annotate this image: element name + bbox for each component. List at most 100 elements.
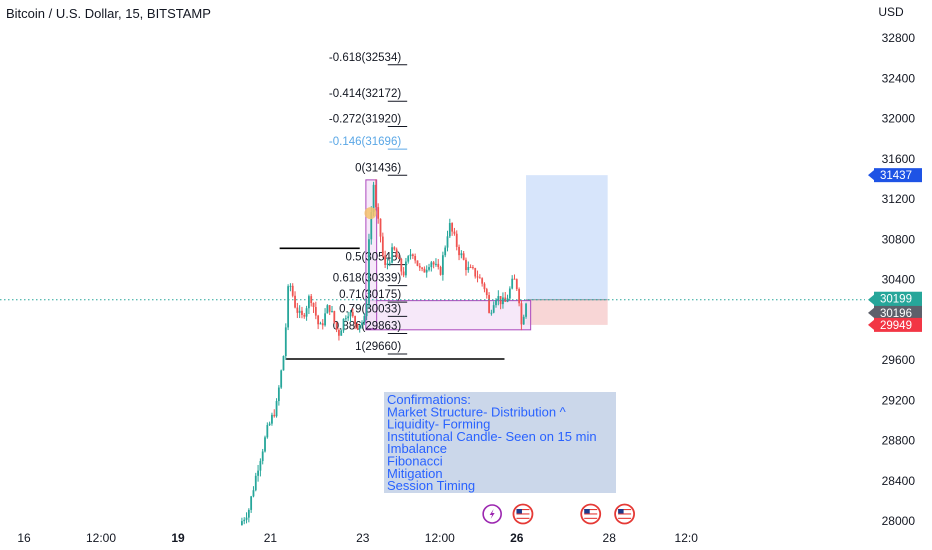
ask-price-badge-text: 30196: [880, 308, 912, 320]
candle-body: [321, 323, 324, 326]
us-flag-icon[interactable]: [512, 503, 534, 525]
candle-body: [490, 312, 493, 314]
ask-price-badge: [874, 305, 922, 320]
candle-body: [351, 312, 354, 317]
candle-body: [402, 271, 405, 276]
y-tick-label: 32400: [882, 71, 916, 85]
candle-body: [347, 316, 350, 319]
candle-body: [414, 256, 417, 261]
candle-body: [372, 184, 375, 213]
fib-level-label: -0.272(31920): [329, 114, 401, 126]
candle-body: [261, 451, 264, 462]
us-flag-stripe: [584, 513, 598, 515]
candle-body: [446, 236, 449, 248]
candle-body: [465, 259, 467, 271]
candle-body: [301, 310, 303, 315]
candle-body: [277, 387, 280, 402]
x-tick-label: 12:0: [675, 531, 699, 545]
candle-body: [437, 263, 440, 268]
candle-body: [374, 184, 377, 208]
ask-price-badge-pointer: [868, 307, 874, 318]
candle-body: [289, 285, 292, 287]
us-flag-icon[interactable]: [614, 503, 635, 525]
y-tick-label: 32000: [882, 112, 916, 126]
target-price-badge-pointer: [868, 170, 874, 181]
candle-body: [250, 496, 253, 510]
candle-body: [513, 278, 516, 280]
candle-body: [291, 285, 294, 296]
annotation-layer[interactable]: Confirmations:Market Structure- Distribu…: [384, 392, 616, 493]
candle-body: [282, 356, 285, 371]
lightning-icon[interactable]: [482, 504, 502, 524]
x-tick-label: 21: [264, 531, 278, 545]
stop-price-badge-text: 29949: [880, 320, 912, 332]
candle-body: [271, 414, 273, 424]
candle-body: [384, 255, 387, 265]
fib-level-label: -0.618(32534): [329, 52, 401, 64]
fib-level-label: 0.71(30175): [339, 289, 401, 301]
candle-body: [257, 470, 259, 476]
us-flag-canton: [584, 509, 590, 514]
candle-body: [469, 267, 472, 269]
currency-label: USD: [878, 5, 904, 19]
us-flag-stripe: [516, 517, 530, 519]
us-flag-stripe: [516, 515, 530, 517]
candle-body: [264, 437, 266, 452]
candle-body: [497, 296, 500, 300]
axes-layer: 2800028400288002920029600300003040030800…: [17, 5, 922, 545]
us-flag-canton: [516, 509, 522, 514]
candle-body: [340, 330, 343, 336]
us-flag-stripe: [516, 513, 530, 515]
us-flag-stripe: [618, 509, 632, 511]
candle-body: [284, 327, 287, 357]
us-flag-stripe: [618, 513, 632, 515]
y-tick-label: 30800: [882, 232, 916, 246]
y-tick-label: 28800: [882, 434, 916, 448]
candle-body: [435, 263, 437, 265]
fib-level-label: -0.146(31696): [329, 136, 401, 148]
events-layer[interactable]: [482, 503, 635, 525]
candle-body: [430, 262, 433, 268]
candle-body: [448, 223, 451, 237]
us-flag-stripe: [618, 515, 632, 517]
candle-body: [241, 521, 243, 526]
candle-body: [328, 305, 331, 312]
candle-body: [428, 267, 430, 270]
candle-body: [467, 267, 470, 271]
candle-body: [333, 311, 336, 323]
candle-body: [398, 257, 400, 259]
candle-body: [243, 519, 246, 522]
us-flag-stripe: [584, 515, 598, 517]
candle-body: [432, 262, 435, 265]
candle-body: [495, 299, 497, 306]
candle-body: [522, 316, 525, 325]
stop-price-badge-pointer: [868, 319, 874, 330]
candle-body: [439, 267, 442, 275]
confirmations-note-box: [384, 392, 616, 493]
us-flag-stripe: [584, 517, 598, 519]
fib-level-label: 1(29660): [355, 341, 401, 353]
candle-body: [391, 247, 393, 263]
candle-body: [411, 254, 414, 257]
candle-body: [368, 239, 370, 304]
candle-body: [338, 329, 340, 336]
current-price-badge-pointer: [868, 294, 874, 305]
candle-body: [492, 305, 495, 313]
candle-body: [407, 256, 410, 262]
us-flag-icon[interactable]: [580, 503, 602, 525]
candle-body: [520, 303, 523, 325]
candle-body: [303, 314, 306, 317]
candle-body: [416, 260, 419, 266]
candle-body: [511, 278, 514, 289]
candle-body: [326, 305, 329, 314]
candle-body: [266, 425, 269, 438]
candle-body: [381, 236, 384, 256]
zones-layer: [365, 175, 608, 331]
candle-body: [379, 218, 382, 237]
candle-body: [287, 286, 290, 328]
candle-body: [356, 323, 359, 329]
candle-body: [481, 278, 484, 284]
confirmations-note-line: Mitigation: [387, 466, 443, 481]
candle-body: [377, 207, 380, 219]
